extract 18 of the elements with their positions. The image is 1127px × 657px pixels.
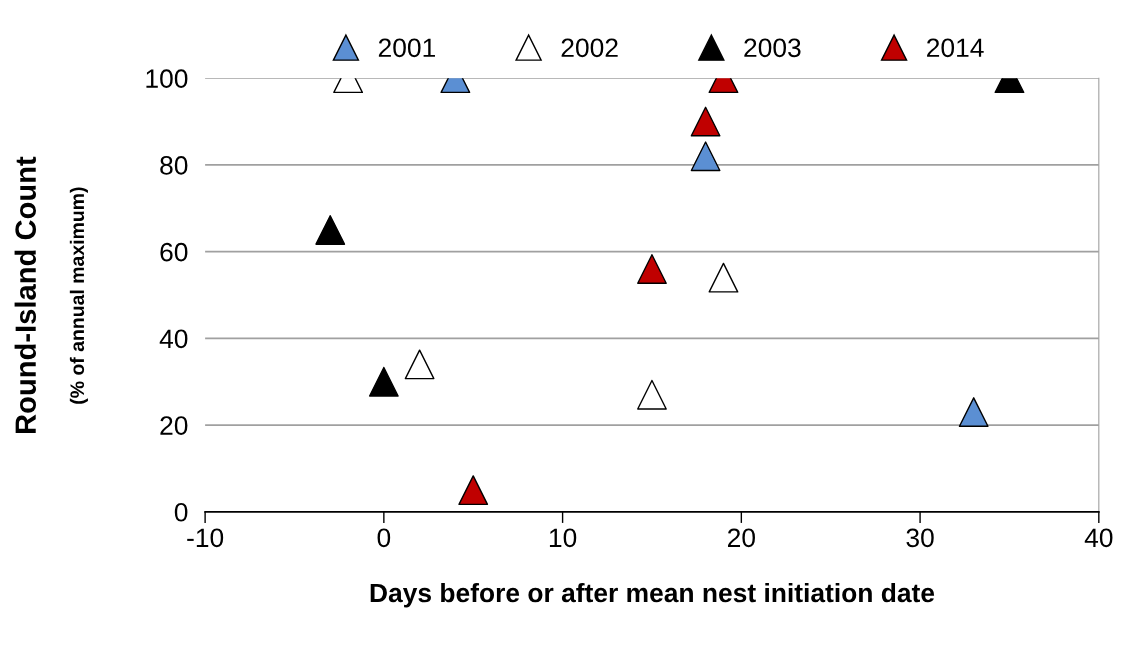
x-tick-label: -10 [187, 528, 224, 548]
legend-label: 2002 [561, 38, 618, 58]
y-tick-label: 80 [160, 156, 188, 175]
x-axis-title: Days before or after mean nest initiation date [370, 582, 935, 608]
y-tick-label: 100 [146, 69, 188, 88]
x-tick-label: 40 [1084, 528, 1113, 548]
x-tick-label: 30 [906, 528, 934, 548]
x-tick-label: 10 [549, 528, 577, 548]
y-axis-title: Round-Island Count (% of annual maximum) [14, 156, 88, 434]
x-tick-label: 0 [377, 528, 391, 548]
x-tick-label: 20 [727, 528, 755, 548]
legend-label: 2003 [744, 38, 801, 58]
y-tick-label: 20 [160, 416, 188, 435]
legend-label: 2001 [378, 38, 435, 58]
legend-label: 2014 [927, 38, 984, 58]
y-tick-label: 60 [160, 242, 188, 262]
y-tick-label: 0 [174, 502, 188, 522]
y-tick-label: 40 [159, 329, 188, 349]
